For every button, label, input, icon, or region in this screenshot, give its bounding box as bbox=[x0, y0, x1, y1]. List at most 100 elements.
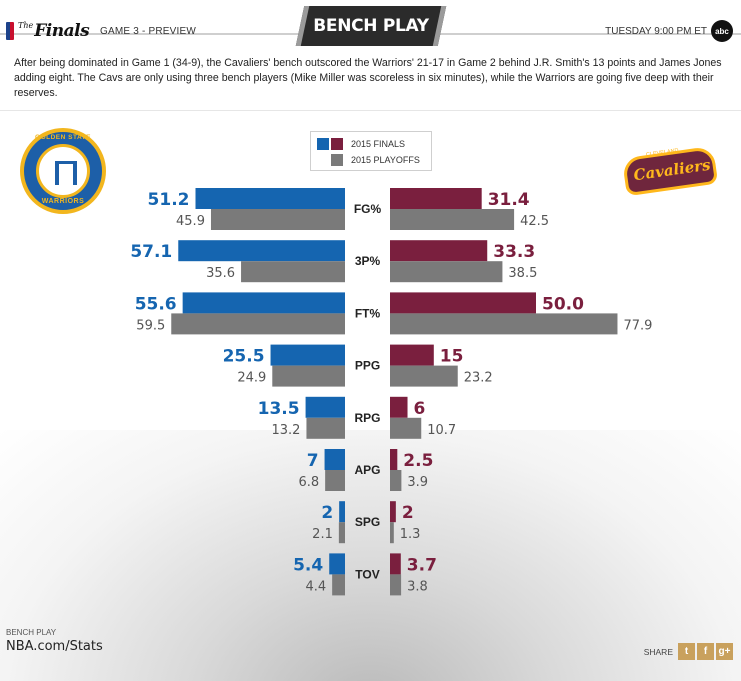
bar-cavs-playoffs-apg bbox=[390, 470, 402, 491]
value-label-cavs-playoffs-spg: 1.3 bbox=[400, 527, 421, 542]
value-label-cavs-finals-apg: 2.5 bbox=[403, 451, 433, 471]
bar-cavs-playoffs-rpg bbox=[390, 417, 422, 439]
value-label-cavs-finals-ft-pct: 50.0 bbox=[542, 294, 584, 314]
section-divider bbox=[0, 110, 741, 111]
bar-cavs-playoffs-ft-pct bbox=[390, 313, 618, 335]
value-label-warriors-finals-spg: 2 bbox=[321, 503, 333, 523]
bar-warriors-playoffs-tov bbox=[332, 574, 345, 596]
facebook-icon[interactable]: f bbox=[697, 643, 714, 660]
value-label-warriors-finals-ft-pct: 55.6 bbox=[135, 294, 177, 314]
finals-logo-the: The bbox=[18, 21, 34, 30]
bar-cavs-finals-ppg bbox=[390, 344, 434, 366]
value-label-cavs-playoffs-rpg: 10.7 bbox=[427, 423, 456, 438]
game-label: GAME 3 - PREVIEW bbox=[100, 26, 196, 37]
finals-logo-word: Finals bbox=[34, 21, 90, 41]
bar-cavs-finals-ft-pct bbox=[390, 292, 536, 314]
bridge-icon bbox=[55, 161, 77, 185]
bar-warriors-playoffs-rpg bbox=[306, 417, 345, 439]
legend-swatch-cavs-finals bbox=[331, 138, 343, 150]
abc-network-logo: abc bbox=[711, 20, 733, 42]
footer-site-link[interactable]: NBA.com/Stats bbox=[6, 639, 103, 654]
bar-cavs-playoffs-fg-pct bbox=[390, 209, 515, 230]
court-background bbox=[0, 430, 741, 681]
bar-warriors-finals-tov bbox=[329, 553, 345, 575]
category-label-ppg: PPG bbox=[355, 359, 380, 373]
nba-logo-icon bbox=[6, 22, 14, 40]
google-plus-icon[interactable]: g+ bbox=[716, 643, 733, 660]
value-label-warriors-playoffs-ppg: 24.9 bbox=[237, 371, 266, 386]
category-label-rpg: RPG bbox=[354, 411, 380, 425]
bar-warriors-finals-spg bbox=[339, 501, 345, 523]
value-label-cavs-playoffs-ppg: 23.2 bbox=[464, 371, 493, 386]
page-title: BENCH PLAY bbox=[313, 16, 429, 36]
bar-warriors-finals-rpg bbox=[305, 396, 345, 418]
bar-cavs-playoffs-3p-pct bbox=[390, 261, 503, 283]
value-label-warriors-finals-ppg: 25.5 bbox=[223, 347, 265, 367]
legend-playoffs: 2015 PLAYOFFS bbox=[317, 152, 420, 168]
legend-finals: 2015 FINALS bbox=[317, 136, 405, 152]
value-label-warriors-finals-fg-pct: 51.2 bbox=[148, 190, 190, 210]
bar-cavs-finals-tov bbox=[390, 553, 401, 575]
value-label-cavs-finals-tov: 3.7 bbox=[407, 555, 437, 575]
value-label-warriors-finals-tov: 5.4 bbox=[293, 555, 323, 575]
value-label-cavs-finals-rpg: 6 bbox=[414, 399, 426, 419]
twitter-icon[interactable]: t bbox=[678, 643, 695, 660]
bar-cavs-playoffs-ppg bbox=[390, 365, 458, 387]
header-bar: The Finals GAME 3 - PREVIEW BENCH PLAY T… bbox=[0, 0, 741, 50]
value-label-cavs-playoffs-apg: 3.9 bbox=[407, 475, 428, 490]
value-label-cavs-finals-fg-pct: 31.4 bbox=[488, 190, 530, 210]
value-label-cavs-finals-spg: 2 bbox=[402, 503, 414, 523]
legend-label-finals: 2015 FINALS bbox=[351, 139, 406, 149]
chart-legend: 2015 FINALS 2015 PLAYOFFS bbox=[310, 131, 432, 171]
bar-warriors-playoffs-fg-pct bbox=[210, 209, 345, 230]
bar-warriors-playoffs-ppg bbox=[272, 365, 345, 387]
share-bar: SHARE t f g+ bbox=[644, 643, 733, 660]
bar-warriors-playoffs-apg bbox=[325, 470, 345, 491]
warriors-logo-top-text: GOLDEN STATE bbox=[35, 134, 91, 141]
bar-cavs-finals-3p-pct bbox=[390, 240, 488, 262]
footer-label: BENCH PLAY bbox=[6, 628, 57, 637]
value-label-warriors-playoffs-spg: 2.1 bbox=[312, 527, 333, 542]
bar-cavs-playoffs-spg bbox=[390, 522, 394, 544]
bar-warriors-playoffs-3p-pct bbox=[241, 261, 345, 283]
legend-swatch-playoffs bbox=[331, 154, 343, 166]
value-label-cavs-finals-3p-pct: 33.3 bbox=[493, 242, 535, 262]
value-label-cavs-playoffs-3p-pct: 38.5 bbox=[508, 266, 537, 281]
value-label-warriors-playoffs-rpg: 13.2 bbox=[272, 423, 301, 438]
bar-cavs-finals-apg bbox=[390, 449, 398, 470]
value-label-cavs-playoffs-ft-pct: 77.9 bbox=[623, 318, 652, 333]
bar-cavs-finals-spg bbox=[390, 501, 396, 523]
value-label-warriors-playoffs-3p-pct: 35.6 bbox=[206, 266, 235, 281]
bar-warriors-finals-apg bbox=[324, 449, 345, 470]
airtime-label: TUESDAY 9:00 PM ET bbox=[605, 26, 707, 37]
value-label-warriors-playoffs-fg-pct: 45.9 bbox=[176, 214, 205, 229]
bar-cavs-finals-fg-pct bbox=[390, 188, 482, 209]
value-label-cavs-playoffs-tov: 3.8 bbox=[407, 579, 428, 594]
legend-swatch-spacer bbox=[317, 154, 329, 166]
bar-cavs-playoffs-tov bbox=[390, 574, 402, 596]
bar-warriors-finals-ppg bbox=[270, 344, 345, 366]
bar-warriors-finals-ft-pct bbox=[182, 292, 345, 314]
share-label: SHARE bbox=[643, 646, 673, 657]
category-label-spg: SPG bbox=[355, 515, 380, 529]
category-label-3p-pct: 3P% bbox=[355, 254, 381, 268]
warriors-logo-inner bbox=[36, 144, 90, 198]
legend-label-playoffs: 2015 PLAYOFFS bbox=[351, 155, 420, 165]
bar-warriors-finals-fg-pct bbox=[195, 188, 345, 209]
category-label-ft-pct: FT% bbox=[355, 306, 381, 320]
value-label-cavs-finals-ppg: 15 bbox=[440, 347, 464, 367]
value-label-warriors-finals-apg: 7 bbox=[307, 451, 319, 471]
category-label-tov: TOV bbox=[355, 567, 379, 581]
value-label-warriors-playoffs-ft-pct: 59.5 bbox=[136, 318, 165, 333]
value-label-warriors-playoffs-tov: 4.4 bbox=[305, 579, 326, 594]
category-label-fg-pct: FG% bbox=[354, 202, 382, 216]
bar-warriors-playoffs-ft-pct bbox=[171, 313, 345, 335]
finals-logo: The Finals bbox=[6, 18, 90, 44]
bar-warriors-playoffs-spg bbox=[338, 522, 345, 544]
legend-swatch-warriors-finals bbox=[317, 138, 329, 150]
value-label-warriors-finals-3p-pct: 57.1 bbox=[130, 242, 172, 262]
warriors-logo-bottom-text: WARRIORS bbox=[41, 198, 85, 205]
value-label-warriors-finals-rpg: 13.5 bbox=[258, 399, 300, 419]
value-label-cavs-playoffs-fg-pct: 42.5 bbox=[520, 214, 549, 229]
